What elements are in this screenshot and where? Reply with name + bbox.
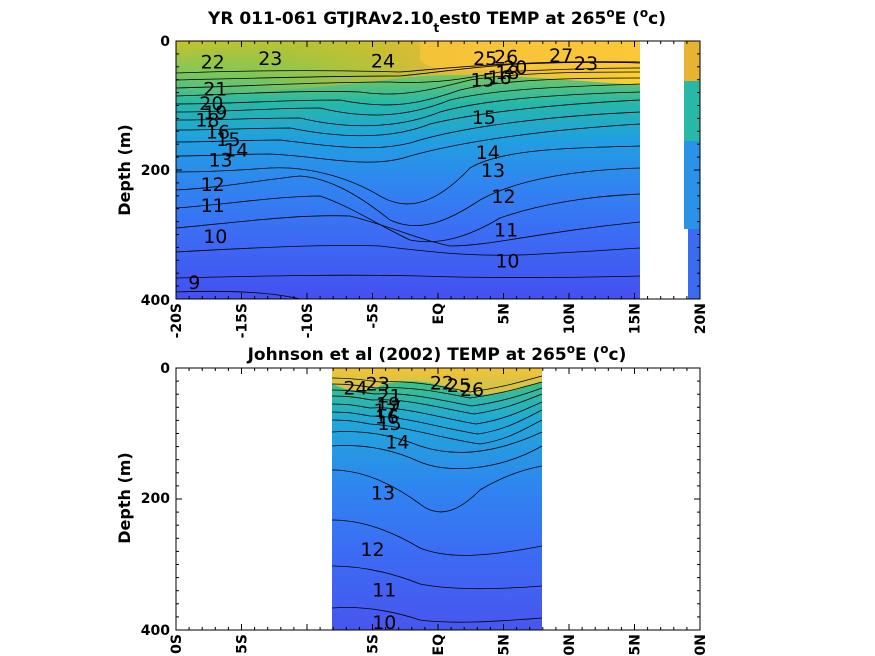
bottom-contour-label: 23: [366, 374, 390, 396]
top-contour-label: 21: [203, 79, 227, 101]
top-contours: [176, 61, 641, 299]
top-chart-title: YR 011-061 GTJRAv2.10test0 TEMP at 265oE…: [207, 6, 666, 35]
bottom-contour-label: 22: [430, 372, 454, 394]
top-contour-label: 22: [201, 52, 225, 74]
bottom-x-tick-label: 0N: [693, 634, 709, 655]
bottom-contours: [331, 375, 543, 623]
top-contour-label: 24: [371, 50, 395, 72]
top-y-tick-0: 0: [160, 34, 170, 50]
top-contour-label: 14: [476, 142, 500, 164]
top-contour-label: 15: [472, 107, 496, 129]
top-contour-label: 20: [199, 93, 223, 115]
top-x-tick-label: -15S: [235, 303, 251, 338]
top-contour-label: 27: [549, 45, 573, 67]
bottom-x-tick-label: 5N: [497, 634, 513, 655]
top-contour-label: 23: [258, 48, 282, 70]
bottom-contour-label: 19: [376, 393, 400, 415]
bottom-y-tick-0: 0: [160, 361, 170, 377]
top-contour-label: 20: [503, 57, 527, 79]
top-contour-label: 25: [473, 48, 497, 70]
top-x-tick-label: 5N: [497, 303, 513, 324]
bottom-x-tick-label: 0S: [169, 634, 185, 654]
top-contour-label: 10: [203, 226, 227, 248]
top-heatmap-field: [176, 41, 700, 299]
top-y-axis-label: Depth (m): [115, 124, 134, 216]
bottom-x-tick-label: 0N: [562, 634, 578, 655]
top-contour-label: 11: [494, 219, 518, 241]
top-x-tick-label: 15N: [628, 303, 644, 334]
bottom-y-tick-400: 400: [141, 623, 170, 639]
bottom-y-tick-200: 200: [141, 491, 170, 507]
top-contour-label: 10: [495, 250, 519, 272]
top-contour-label: 26: [494, 46, 518, 68]
top-x-tick-label: 20N: [693, 303, 709, 334]
top-x-tick-label: 10N: [562, 303, 578, 334]
top-contour-label: 18: [495, 62, 519, 84]
bottom-contour-label: 24: [343, 378, 367, 400]
top-x-tick-label: EQ: [431, 303, 447, 325]
top-x-tick-label: -10S: [300, 303, 316, 338]
top-contour-label: 13: [481, 160, 505, 182]
bottom-contour-label: 26: [460, 379, 484, 401]
bottom-contour-label: 16: [375, 406, 399, 428]
bottom-contour-label: 12: [360, 539, 384, 561]
top-y-tick-400: 400: [141, 293, 170, 309]
bottom-contour-label: 14: [385, 431, 409, 453]
top-contour-label: 14: [224, 139, 248, 161]
top-contour-label: 16: [206, 121, 230, 143]
top-chart: YR 011-061 GTJRAv2.10test0 TEMP at 265oE…: [115, 6, 709, 338]
bottom-x-tick-label: EQ: [431, 634, 447, 656]
bottom-contour-label: 13: [371, 482, 395, 504]
bottom-contour-label: 21: [377, 386, 401, 408]
bottom-x-tick-label: 5S: [235, 634, 251, 654]
top-contour-label: 19: [203, 102, 227, 124]
bottom-y-axis-label: Depth (m): [115, 452, 134, 544]
top-contour-label: 13: [208, 150, 232, 172]
bottom-chart: Johnson et al (2002) TEMP at 265oE (oc): [115, 342, 709, 655]
top-contour-label: 11: [201, 195, 225, 217]
bottom-contour-label: 11: [372, 579, 396, 601]
top-ticks: -20S -15S -10S -5S EQ 5N 10N 15N 20N: [169, 40, 709, 338]
top-contour-label: 9: [188, 272, 200, 294]
bottom-x-tick-label: 5S: [366, 634, 382, 654]
top-contour-label: 12: [201, 174, 225, 196]
top-x-tick-label: -20S: [169, 303, 185, 338]
bottom-contour-label: 15: [377, 413, 401, 435]
bottom-ticks: 0S 5S 5S EQ 5N 0N 5N 0N: [169, 367, 709, 656]
bottom-chart-title: Johnson et al (2002) TEMP at 265oE (oc): [247, 342, 627, 365]
top-y-tick-200: 200: [141, 163, 170, 179]
bottom-x-tick-label: 5N: [628, 634, 644, 655]
top-contour-label: 18: [195, 110, 219, 132]
top-contour-label: 12: [491, 186, 515, 208]
top-contour-label: 23: [574, 53, 598, 75]
bottom-contour-label: 10: [372, 612, 396, 634]
top-contour-label: 15: [216, 129, 240, 151]
bottom-contour-label: 17: [374, 400, 398, 422]
bottom-heatmap-field: [331, 368, 543, 630]
top-x-tick-label: -5S: [366, 303, 382, 329]
top-contour-label: 15: [470, 70, 494, 92]
top-contour-label: 16: [487, 67, 511, 89]
bottom-contour-label: 25: [447, 375, 471, 397]
